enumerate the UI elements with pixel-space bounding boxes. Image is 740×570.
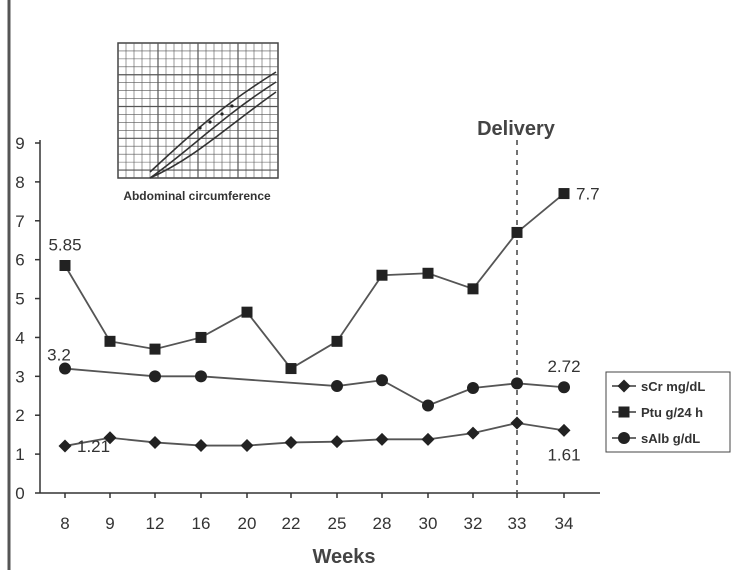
series-line bbox=[64, 422, 565, 447]
data-label: 3.2 bbox=[47, 346, 71, 365]
data-point bbox=[104, 335, 116, 347]
x-tick-label: 25 bbox=[328, 514, 347, 533]
data-point bbox=[59, 362, 71, 375]
y-tick-label: 8 bbox=[15, 173, 24, 192]
y-tick-label: 7 bbox=[15, 212, 24, 231]
x-tick-label: 33 bbox=[508, 514, 527, 533]
legend-items: sCr mg/dL Ptu g/24 h sAlb g/dL bbox=[612, 379, 705, 446]
series-0 bbox=[58, 416, 571, 453]
data-point bbox=[240, 439, 254, 453]
x-tick-label: 20 bbox=[238, 514, 257, 533]
x-tick-label: 8 bbox=[60, 514, 69, 533]
data-label: 5.85 bbox=[48, 236, 81, 255]
series-line bbox=[64, 192, 565, 370]
y-tick-label: 2 bbox=[15, 406, 24, 425]
inset-caption: Abdominal circumference bbox=[123, 189, 271, 203]
data-point bbox=[558, 188, 570, 200]
data-point bbox=[466, 426, 480, 440]
x-axis-label: Weeks bbox=[312, 546, 375, 568]
x-tick-label: 9 bbox=[105, 514, 114, 533]
y-tick-label: 1 bbox=[15, 445, 24, 464]
data-point bbox=[422, 399, 434, 412]
data-point bbox=[103, 431, 117, 445]
data-point bbox=[376, 374, 388, 387]
inset-growth-curves bbox=[149, 71, 277, 179]
inset-curve bbox=[149, 81, 277, 179]
x-tick-label: 34 bbox=[555, 514, 574, 533]
inset-point bbox=[208, 120, 212, 124]
y-tick-label: 4 bbox=[15, 328, 24, 347]
series-line bbox=[64, 367, 565, 407]
data-label: 2.72 bbox=[547, 357, 580, 376]
y-tick-label: 5 bbox=[15, 290, 24, 309]
data-point bbox=[149, 343, 161, 355]
x-tick-label: 32 bbox=[464, 514, 483, 533]
x-tick-label: 22 bbox=[282, 514, 301, 533]
data-point bbox=[558, 381, 570, 394]
data-point bbox=[194, 439, 208, 453]
y-tick-label: 9 bbox=[15, 134, 24, 153]
series-layer bbox=[58, 188, 571, 453]
legend-item-0: sCr mg/dL bbox=[612, 379, 705, 394]
x-tick-label: 16 bbox=[192, 514, 211, 533]
x-tick-label: 30 bbox=[419, 514, 438, 533]
legend-label: sCr mg/dL bbox=[641, 379, 705, 394]
data-point bbox=[331, 380, 343, 393]
data-labels-layer: 5.85 7.7 3.2 2.72 1.21 1.61 bbox=[47, 185, 599, 465]
legend-item-2: sAlb g/dL bbox=[612, 431, 700, 446]
delivery-label: Delivery bbox=[477, 118, 556, 140]
legend-marker bbox=[618, 406, 630, 418]
legend-item-1: Ptu g/24 h bbox=[612, 405, 703, 420]
data-point bbox=[284, 435, 298, 449]
inset-point bbox=[198, 126, 202, 130]
data-point bbox=[557, 423, 571, 437]
data-label: 7.7 bbox=[576, 185, 600, 204]
x-tick-label: 12 bbox=[146, 514, 165, 533]
legend: sCr mg/dL Ptu g/24 h sAlb g/dL bbox=[605, 371, 731, 453]
data-point bbox=[149, 370, 161, 383]
y-tick-label: 3 bbox=[15, 367, 24, 386]
data-point bbox=[148, 435, 162, 449]
inset-point bbox=[230, 104, 234, 108]
data-point bbox=[285, 363, 297, 375]
data-label: 1.61 bbox=[547, 445, 580, 464]
data-point bbox=[421, 432, 435, 446]
data-point bbox=[510, 416, 524, 430]
data-point bbox=[375, 432, 389, 446]
series-2 bbox=[59, 362, 570, 412]
data-label: 1.21 bbox=[77, 437, 110, 456]
inset-point bbox=[220, 112, 224, 116]
legend-marker bbox=[618, 432, 630, 444]
legend-marker bbox=[617, 379, 631, 393]
data-point bbox=[331, 335, 343, 347]
inset-curve bbox=[149, 91, 277, 179]
data-point bbox=[467, 283, 479, 295]
data-point bbox=[467, 382, 479, 394]
data-point bbox=[511, 377, 523, 390]
series-1 bbox=[59, 188, 570, 375]
data-point bbox=[195, 370, 207, 383]
x-tick-label: 28 bbox=[373, 514, 392, 533]
y-tick-label: 6 bbox=[15, 251, 24, 270]
data-point bbox=[511, 226, 523, 238]
data-point bbox=[58, 439, 72, 453]
inset-grid bbox=[118, 43, 278, 178]
data-point bbox=[376, 269, 388, 281]
data-point bbox=[330, 435, 344, 449]
data-point bbox=[422, 267, 434, 279]
data-point bbox=[195, 331, 207, 343]
data-point bbox=[59, 260, 71, 271]
inset-thumbnail: Abdominal circumference bbox=[117, 42, 279, 203]
data-point bbox=[241, 306, 253, 318]
y-tick-label: 0 bbox=[15, 484, 24, 503]
legend-label: sAlb g/dL bbox=[641, 431, 700, 446]
inset-curve bbox=[149, 71, 277, 173]
legend-label: Ptu g/24 h bbox=[641, 405, 703, 420]
